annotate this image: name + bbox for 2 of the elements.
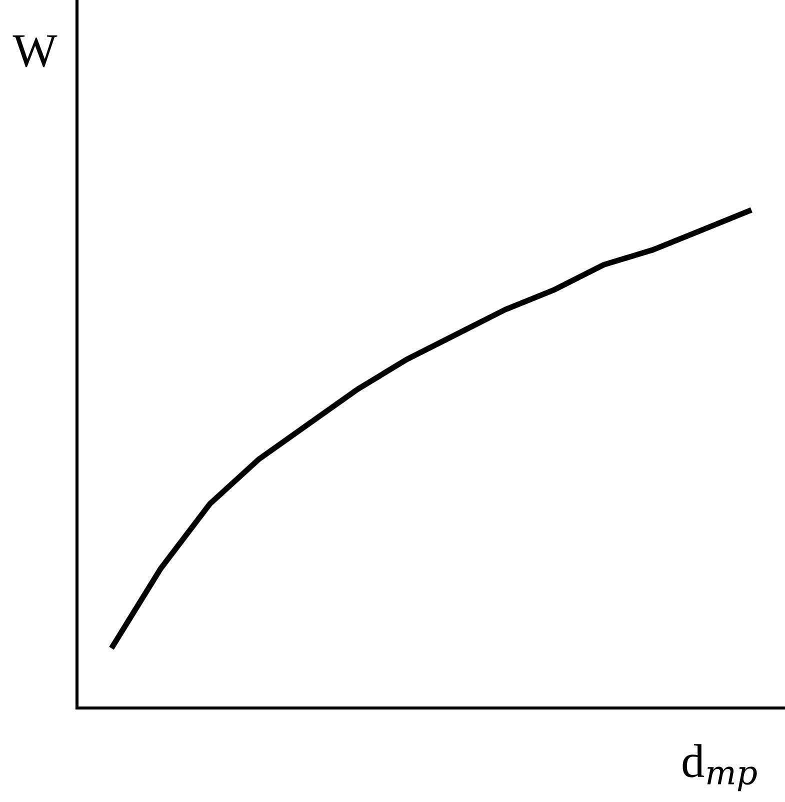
x-axis-title: d$_{тр}$ xyxy=(682,744,757,792)
y-axis-title: W xyxy=(12,35,58,68)
